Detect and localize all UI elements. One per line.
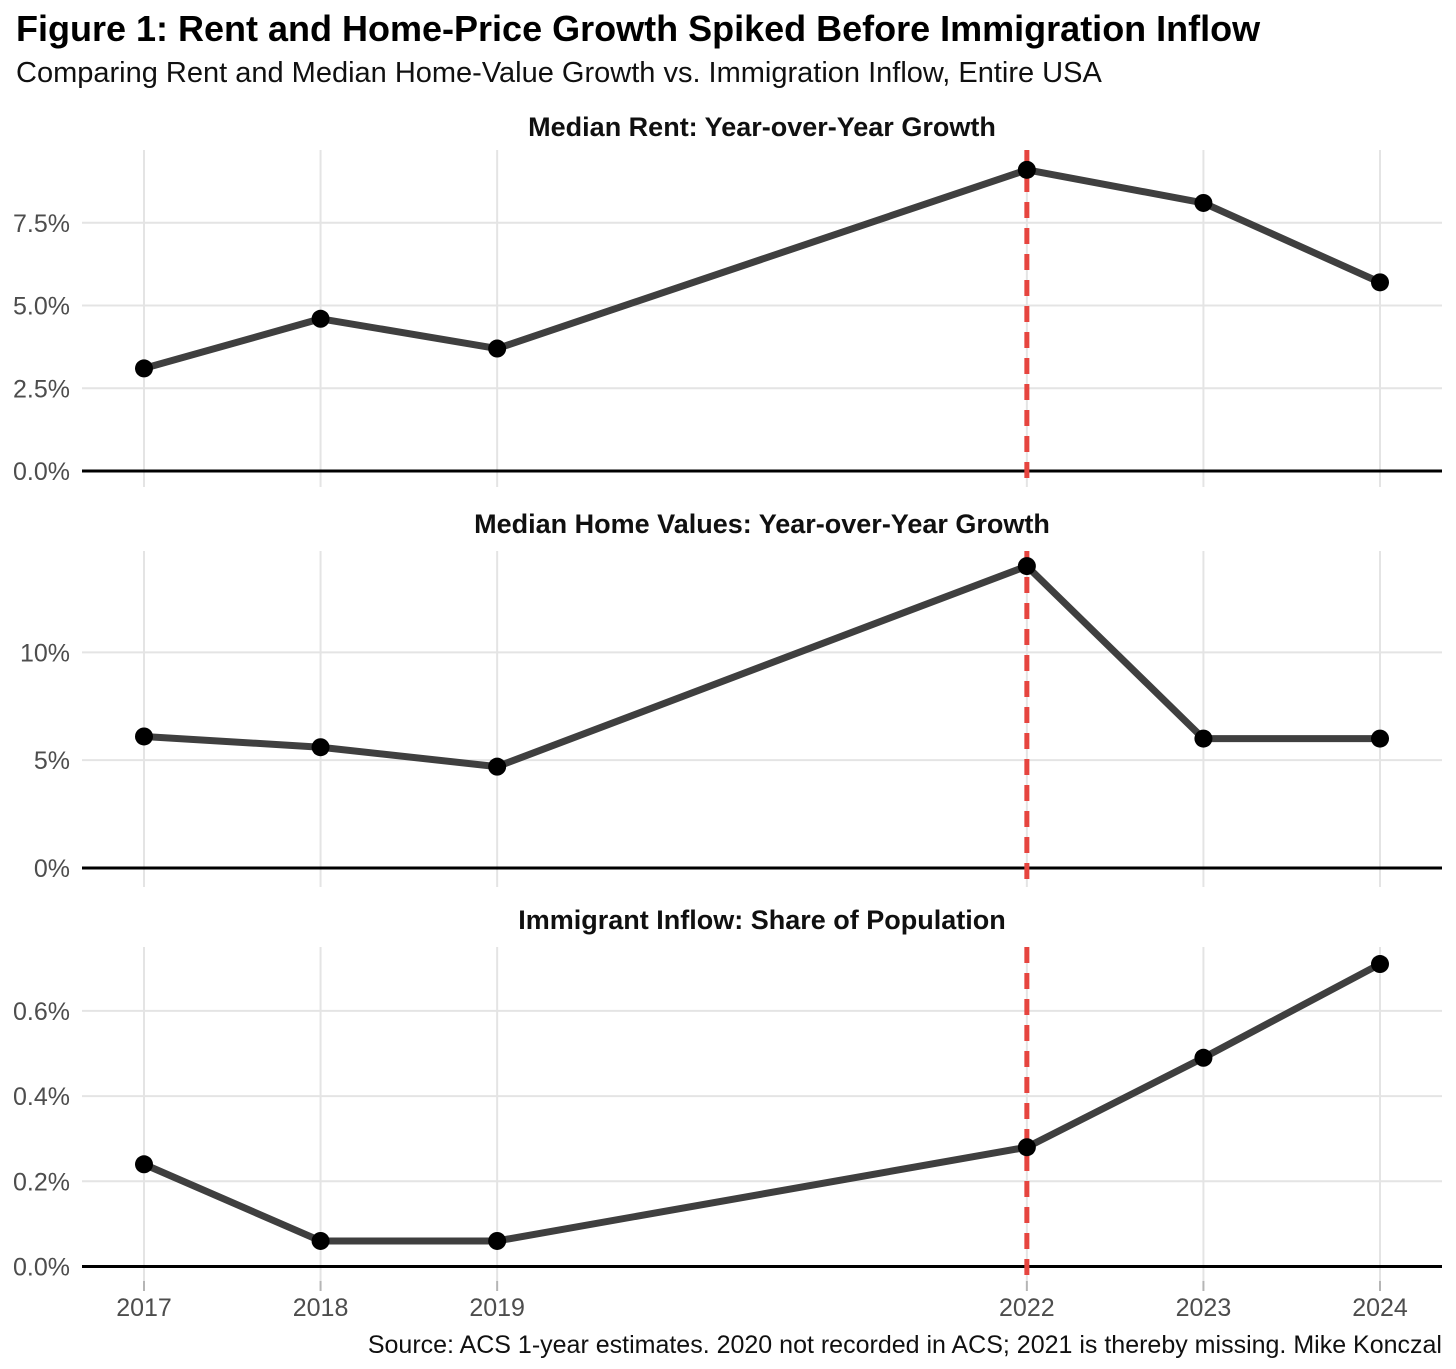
data-point [1017,1138,1036,1157]
x-tick-label: 2017 [116,1294,172,1322]
data-point [488,757,507,776]
y-tick-label: 0.2% [13,1168,70,1196]
y-tick-label: 0.0% [13,1254,70,1282]
x-tick-label: 2024 [1352,1294,1408,1322]
panel-title-median-rent: Median Rent: Year-over-Year Growth [528,112,996,142]
data-point [311,738,330,757]
data-point [1017,557,1036,576]
x-tick-label: 2018 [293,1294,349,1322]
data-point [488,339,507,358]
x-tick-label: 2019 [469,1294,525,1322]
data-line [140,562,1384,771]
y-tick-label: 0.0% [13,458,70,486]
x-tick-label: 2022 [999,1294,1055,1322]
data-line [140,166,1384,372]
data-point [488,1231,507,1250]
data-line [140,960,1384,1245]
y-tick-label: 7.5% [13,210,70,238]
figure-subtitle: Comparing Rent and Median Home-Value Gro… [16,57,1102,89]
data-point [135,727,153,746]
x-tick-label: 2023 [1176,1294,1232,1322]
y-tick-label: 5% [34,747,70,775]
data-point [135,359,153,378]
y-tick-label: 0% [34,855,70,883]
data-point [311,309,330,328]
panel-title-immigrant-inflow: Immigrant Inflow: Share of Population [518,905,1006,935]
data-point [1194,193,1213,212]
y-tick-label: 0.6% [13,998,70,1026]
data-point [311,1231,330,1250]
y-tick-label: 2.5% [13,375,70,403]
y-tick-label: 0.4% [13,1083,70,1111]
data-point [1371,273,1389,292]
source-caption: Source: ACS 1-year estimates. 2020 not r… [367,1331,1442,1359]
data-point [135,1155,153,1174]
y-tick-label: 10% [20,639,70,667]
panel-title-median-home-values: Median Home Values: Year-over-Year Growt… [474,509,1050,539]
data-point [1371,729,1389,748]
data-point [1017,160,1036,179]
data-point [1371,955,1389,974]
data-point [1194,729,1213,748]
figure-title: Figure 1: Rent and Home-Price Growth Spi… [16,8,1261,49]
data-point [1194,1048,1213,1067]
y-tick-label: 5.0% [13,293,70,321]
